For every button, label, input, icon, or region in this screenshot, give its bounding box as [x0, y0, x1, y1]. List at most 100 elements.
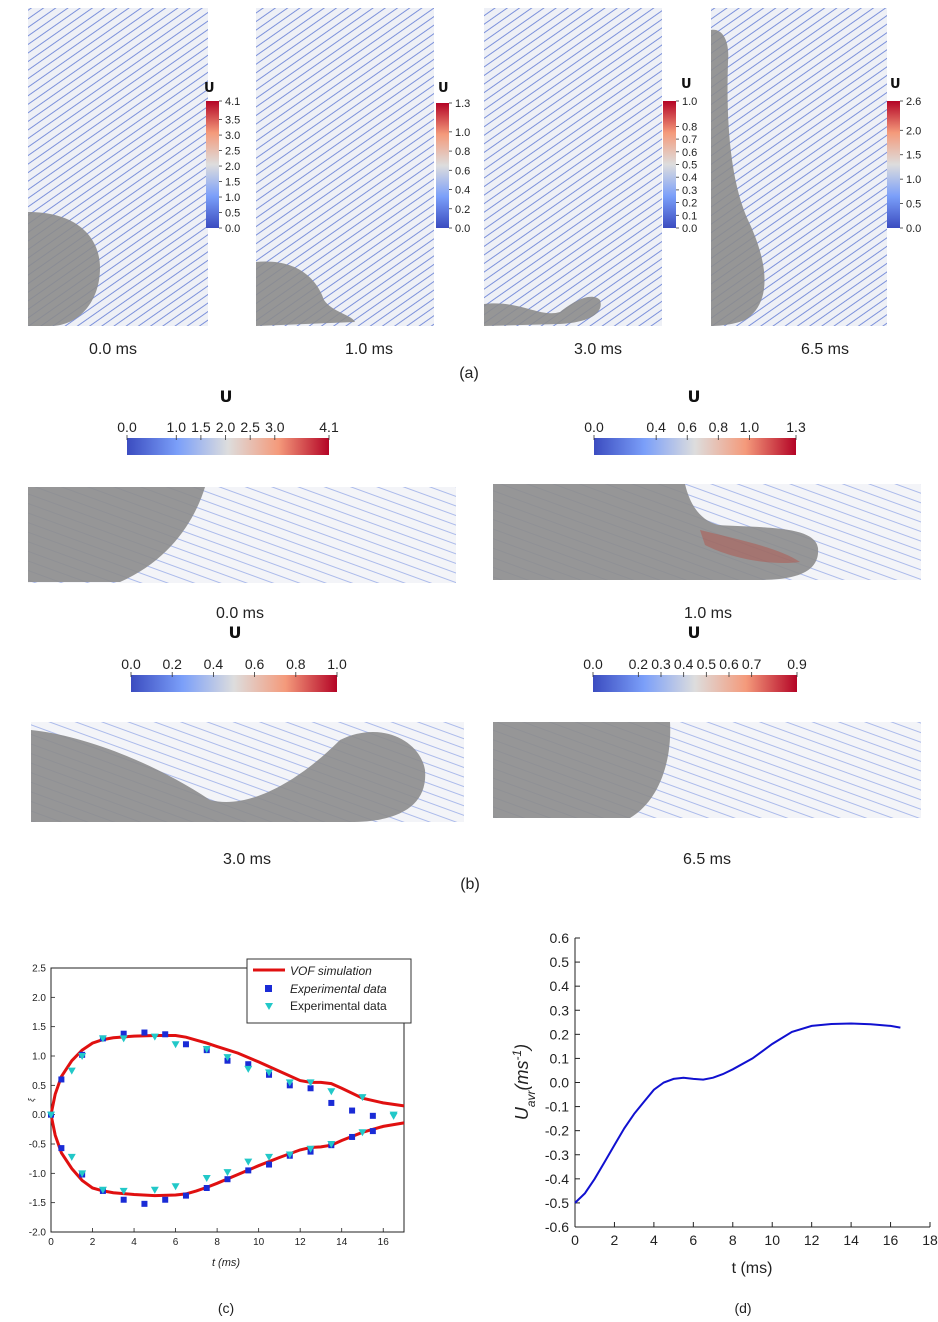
- x-tick-label: 14: [843, 1232, 859, 1248]
- data-point-square: [370, 1128, 376, 1134]
- y-tick-label: -0.2: [545, 1123, 569, 1139]
- x-tick-label: 4: [650, 1232, 658, 1248]
- y-tick-label: -2.0: [29, 1228, 47, 1239]
- data-point-triangle: [120, 1035, 128, 1042]
- data-point-square: [141, 1201, 147, 1207]
- panel-a: U 4.1 3.5 3.0 2.5 2.0 1.5 1.0 0.5 0.0 0.0 ms U 1…: [28, 8, 921, 382]
- data-point-square: [328, 1100, 334, 1106]
- y-tick-label: 0.5: [550, 954, 570, 970]
- panel-label: (a): [459, 365, 479, 382]
- y-tick-label: -0.6: [545, 1219, 569, 1235]
- panel-label: (c): [218, 1300, 234, 1316]
- series-line-vof-lower: [51, 1115, 404, 1196]
- colorbar-tick-label: 1.0: [167, 419, 187, 435]
- data-point-triangle: [151, 1034, 159, 1041]
- y-tick-label: -1.5: [29, 1198, 47, 1209]
- x-tick-label: 6: [173, 1237, 179, 1248]
- x-tick-label: 2: [611, 1232, 619, 1248]
- data-point-square: [204, 1185, 210, 1191]
- data-point-square: [349, 1108, 355, 1114]
- data-point-square: [349, 1134, 355, 1140]
- colorbar-tick-label: 2.0: [225, 161, 240, 173]
- colorbar-tick-label: 3.0: [265, 419, 285, 435]
- legend-square-symbol: [265, 985, 272, 992]
- y-tick-label: 0.1: [550, 1050, 570, 1066]
- time-label: 1.0 ms: [684, 605, 732, 622]
- colorbar-tick-label: 0.7: [682, 134, 697, 146]
- y-tick-label: -0.5: [545, 1195, 569, 1211]
- colorbar-tick-label: 2.6: [906, 96, 921, 108]
- panel-label: (d): [734, 1300, 751, 1316]
- panel-label: (b): [460, 876, 480, 893]
- colorbar-tick-label: 0.6: [245, 656, 265, 672]
- droplet-shape: [493, 722, 670, 818]
- colorbar-tick-label: 1.0: [740, 419, 760, 435]
- x-tick-label: 8: [729, 1232, 737, 1248]
- colorbar-tick-label: 0.5: [225, 208, 240, 220]
- colorbar-tick-label: 4.1: [225, 96, 240, 108]
- legend-label: Experimental data: [290, 999, 387, 1013]
- colorbar-title: U: [204, 81, 215, 96]
- time-label: 0.0 ms: [89, 341, 137, 358]
- y-tick-label: 0.5: [32, 1081, 46, 1092]
- colorbar-tick-label: 0.6: [455, 165, 470, 177]
- x-tick-label: 10: [764, 1232, 780, 1248]
- chart-c: 0 2 4 6 8 10 12 14 16 -2.0 -1.5 -1.0 -0.5 0.0 0.5 1.0 1.…: [27, 959, 411, 1316]
- colorbar-tick-label: 0.0: [906, 223, 921, 235]
- data-point-triangle: [172, 1041, 180, 1048]
- y-tick-label: 2.5: [32, 964, 46, 975]
- colorbar-tick-label: 0.8: [455, 146, 470, 158]
- y-axis-title: Uavr(ms-1): [510, 1044, 538, 1120]
- data-point-triangle: [327, 1088, 335, 1095]
- y-tick-label: 0.0: [550, 1075, 570, 1091]
- data-point-square: [245, 1167, 251, 1173]
- series-line-vof-upper: [51, 1036, 404, 1115]
- time-label: 3.0 ms: [223, 851, 271, 868]
- x-tick-label: 12: [295, 1237, 307, 1248]
- time-label: 6.5 ms: [801, 341, 849, 358]
- data-point-triangle: [172, 1183, 180, 1190]
- colorbar-title: U: [229, 623, 242, 642]
- colorbar-tick-label: 1.0: [225, 192, 240, 204]
- colorbar-tick-label: 0.6: [677, 419, 697, 435]
- colorbar: [127, 438, 329, 455]
- data-point-triangle: [244, 1159, 252, 1166]
- colorbar-tick-label: 0.7: [742, 656, 762, 672]
- legend-label: Experimental data: [290, 982, 387, 996]
- panel-b-frame-0: U 0.0 1.0 1.5 2.0 2.5 3.0 4.1 0.0 ms: [28, 387, 456, 622]
- y-tick-label: 0.2: [550, 1026, 570, 1042]
- panel-b: U 0.0 1.0 1.5 2.0 2.5 3.0 4.1 0.0 ms U 0.0 0.4 0…: [28, 387, 921, 893]
- y-tick-label: 0.4: [550, 978, 570, 994]
- time-label: 0.0 ms: [216, 605, 264, 622]
- colorbar-tick-label: 1.0: [327, 656, 347, 672]
- y-tick-label: 1.5: [32, 1022, 46, 1033]
- colorbar-tick-label: 1.0: [906, 174, 921, 186]
- panel-a-frame-2: U 1.00.80.70.60.50.40.30.20.10.0 3.0 ms: [484, 8, 697, 358]
- colorbar-title: U: [890, 77, 901, 92]
- colorbar-tick-label: 1.0: [455, 127, 470, 139]
- velocity-field-image: [484, 8, 662, 326]
- panel-b-frame-1: U 0.0 0.4 0.6 0.8 1.0 1.3 1.0 ms: [493, 387, 921, 622]
- data-point-triangle: [68, 1068, 76, 1075]
- data-point-square: [58, 1145, 64, 1151]
- colorbar-tick-label: 1.5: [906, 150, 921, 162]
- colorbar-tick-label: 0.2: [162, 656, 182, 672]
- colorbar-tick-label: 0.5: [906, 199, 921, 211]
- colorbar-tick-label: 0.4: [682, 172, 697, 184]
- colorbar-tick-label: 0.8: [286, 656, 306, 672]
- x-tick-label: 0: [571, 1232, 579, 1248]
- y-tick-label: -0.1: [545, 1099, 569, 1115]
- colorbar-tick-label: 0.4: [204, 656, 224, 672]
- x-axis-title: t (ms): [732, 1260, 773, 1277]
- y-tick-label: 2.0: [32, 993, 46, 1004]
- colorbar-tick-label: 3.5: [225, 115, 240, 127]
- x-tick-label: 8: [214, 1237, 220, 1248]
- legend-label: VOF simulation: [290, 964, 372, 978]
- x-tick-label: 16: [378, 1237, 390, 1248]
- y-axis-title: ξ: [27, 1098, 36, 1102]
- chart-c-legend: VOF simulation Experimental data Experim…: [247, 959, 411, 1023]
- data-point-triangle: [68, 1154, 76, 1161]
- data-point-square: [183, 1041, 189, 1047]
- colorbar-tick-label: 0.4: [674, 656, 694, 672]
- colorbar-tick-label: 0.0: [583, 656, 603, 672]
